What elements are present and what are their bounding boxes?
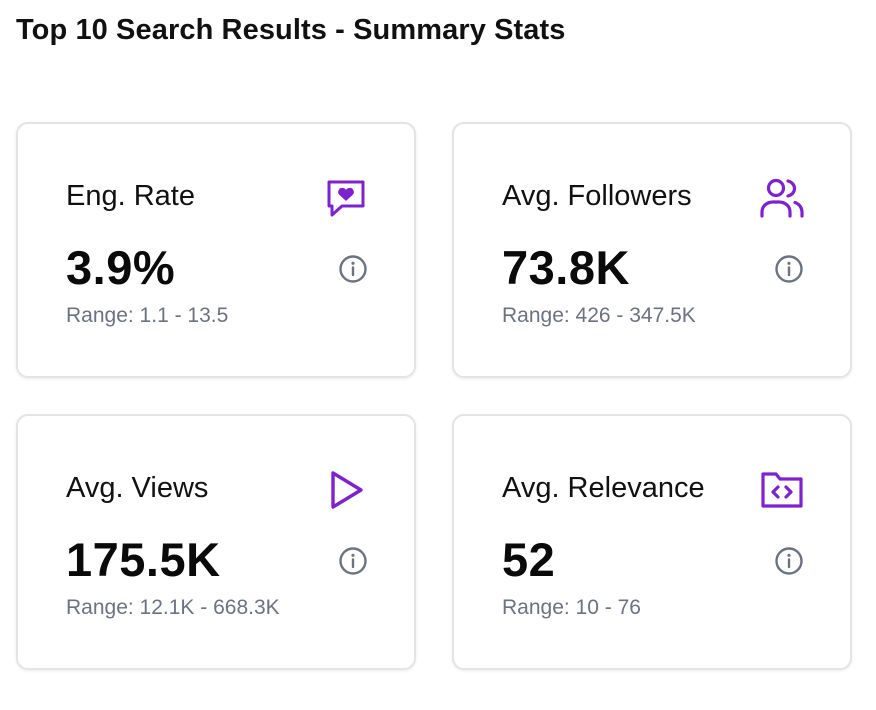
users-icon <box>758 174 806 222</box>
stat-card-eng-rate: Eng. Rate 3.9% Range: 1.1 - 13.5 <box>16 122 416 378</box>
stat-card-avg-relevance: Avg. Relevance 52 Range: 10 - 76 <box>452 414 852 670</box>
card-range: Range: 426 - 347.5K <box>502 304 696 327</box>
stat-card-avg-followers: Avg. Followers 73.8K Range: 426 - 347.5K <box>452 122 852 378</box>
card-title: Eng. Rate <box>66 180 195 212</box>
info-icon[interactable] <box>336 252 370 286</box>
info-icon[interactable] <box>772 544 806 578</box>
card-title: Avg. Followers <box>502 180 692 212</box>
card-range: Range: 1.1 - 13.5 <box>66 304 229 327</box>
card-title: Avg. Relevance <box>502 472 705 504</box>
card-range: Range: 10 - 76 <box>502 596 641 619</box>
card-value: 175.5K <box>66 533 221 586</box>
card-value: 52 <box>502 533 556 586</box>
stat-card-avg-views: Avg. Views 175.5K Range: 12.1K - 668.3K <box>16 414 416 670</box>
message-heart-icon <box>322 174 370 222</box>
card-range: Range: 12.1K - 668.3K <box>66 596 280 619</box>
card-value: 3.9% <box>66 241 176 294</box>
card-title: Avg. Views <box>66 472 209 504</box>
folder-code-icon <box>758 466 806 514</box>
card-value: 73.8K <box>502 241 630 294</box>
page-title: Top 10 Search Results - Summary Stats <box>16 14 566 46</box>
info-icon[interactable] <box>336 544 370 578</box>
play-icon <box>322 466 370 514</box>
info-icon[interactable] <box>772 252 806 286</box>
